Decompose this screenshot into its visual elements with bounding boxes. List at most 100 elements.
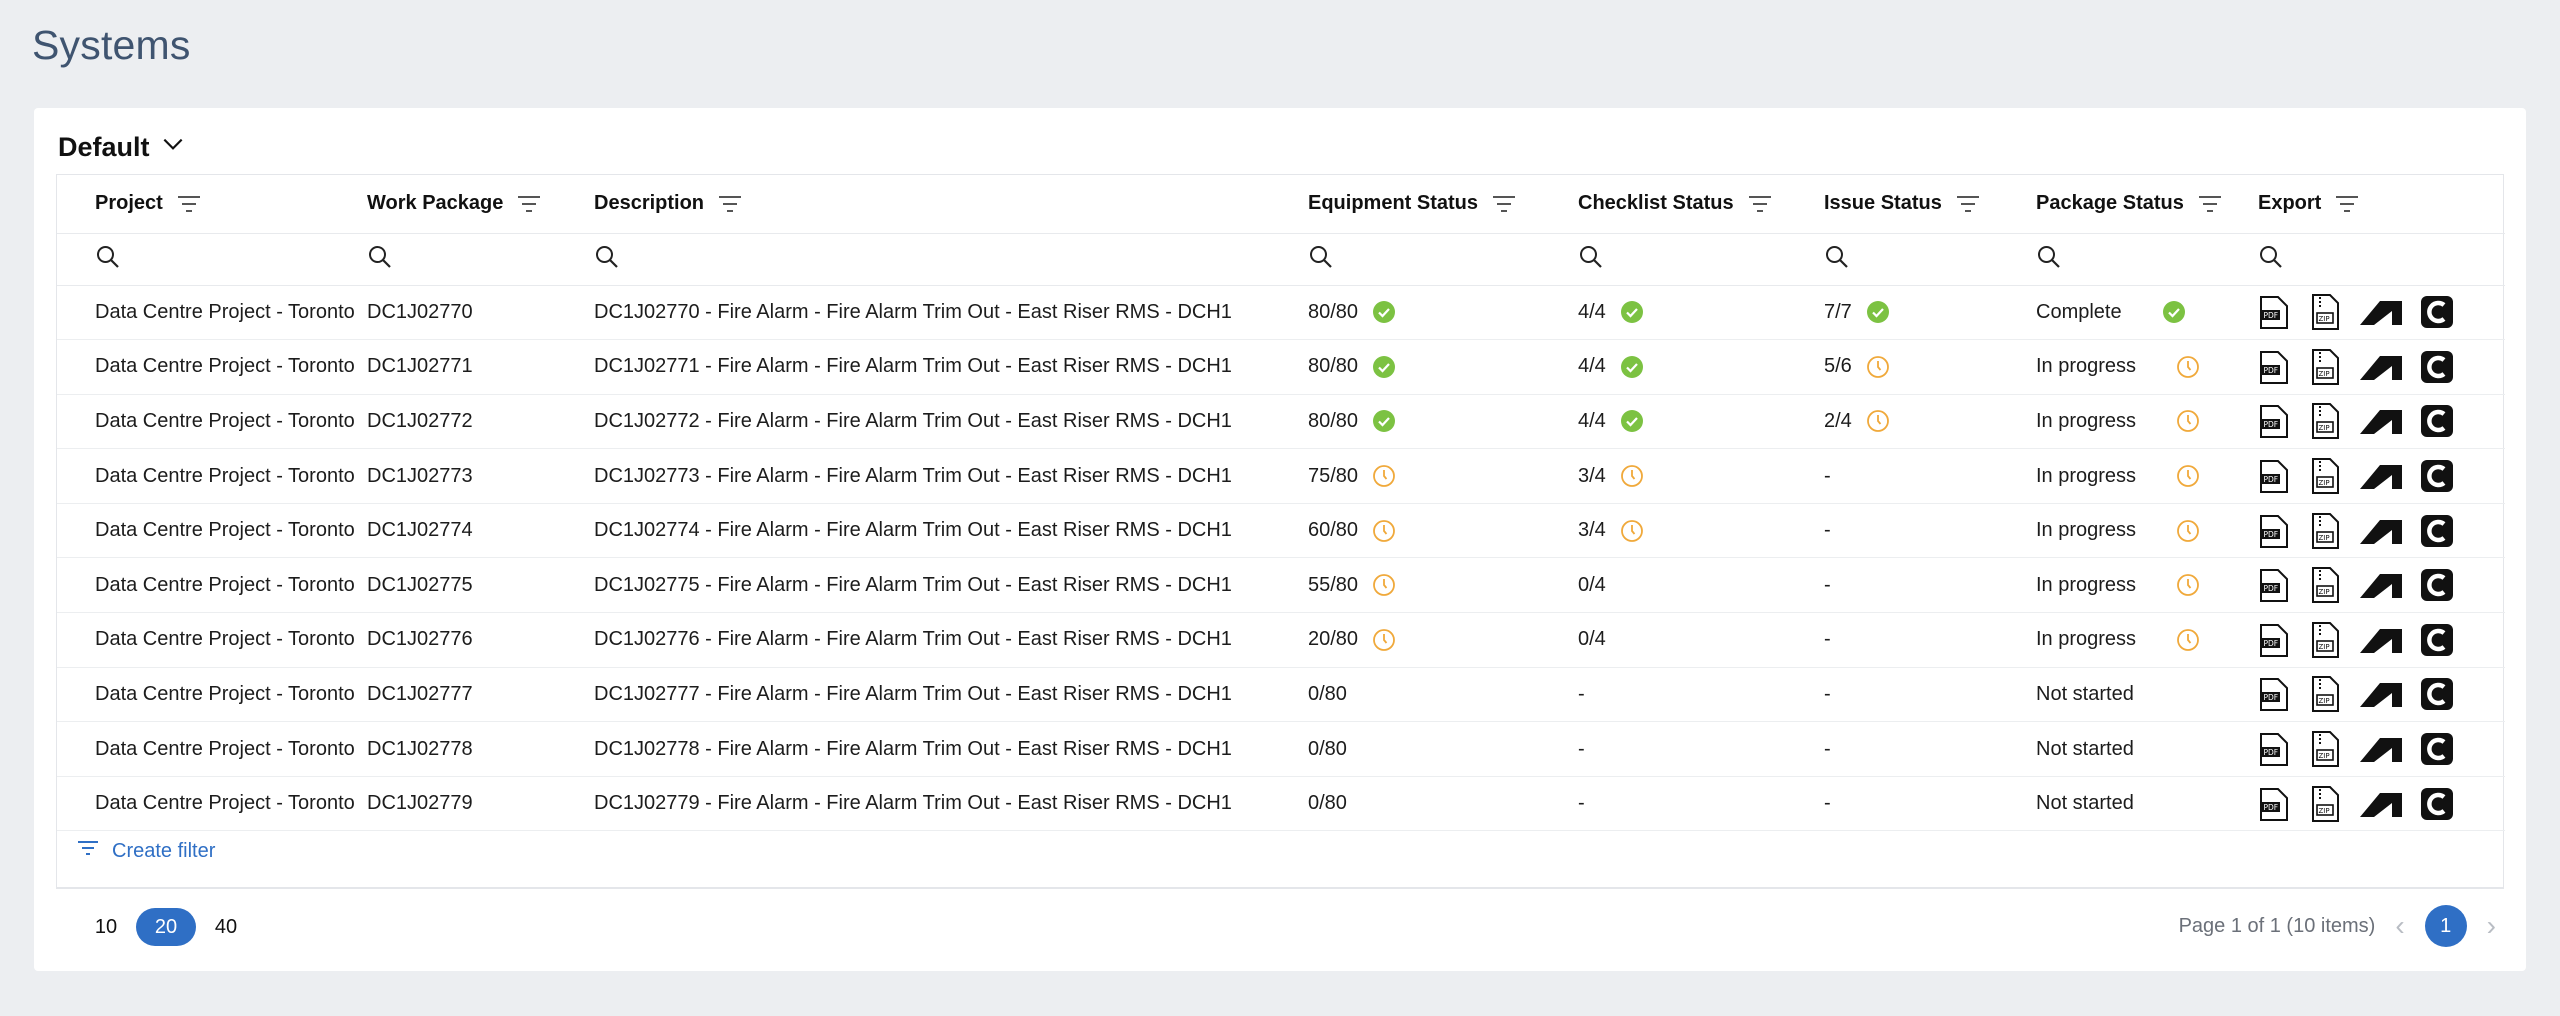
pdf-file-icon[interactable]: PDF — [2258, 293, 2292, 331]
filter-icon[interactable] — [2333, 193, 2361, 215]
filter-icon[interactable] — [716, 193, 744, 215]
page-size-option[interactable]: 10 — [94, 915, 118, 938]
search-icon[interactable] — [2036, 244, 2062, 270]
autodesk-icon[interactable] — [2358, 570, 2404, 600]
package-status-cell: Not started — [2036, 776, 2258, 832]
table-row[interactable]: Data Centre Project - Toronto DC1J02771 DC… — [57, 339, 2505, 395]
autodesk-icon[interactable] — [2358, 297, 2404, 327]
pdf-file-icon[interactable]: PDF — [2258, 621, 2292, 659]
autodesk-icon[interactable] — [2358, 789, 2404, 819]
filter-icon[interactable] — [1746, 193, 1774, 215]
filter-icon[interactable] — [1954, 193, 1982, 215]
c-logo-icon[interactable] — [2420, 350, 2454, 384]
search-icon[interactable] — [367, 244, 393, 270]
autodesk-icon[interactable] — [2358, 406, 2404, 436]
work-package-cell: DC1J02777 — [367, 667, 594, 723]
project-cell: Data Centre Project - Toronto — [57, 667, 367, 723]
clock-icon — [2176, 628, 2200, 652]
view-selector[interactable]: Default — [58, 122, 186, 172]
autodesk-icon[interactable] — [2358, 679, 2404, 709]
c-logo-icon[interactable] — [2420, 623, 2454, 657]
table-row[interactable]: Data Centre Project - Toronto DC1J02778 DC… — [57, 721, 2505, 777]
issue-status-value: - — [1824, 737, 1831, 760]
pdf-file-icon[interactable]: PDF — [2258, 675, 2292, 713]
c-logo-icon[interactable] — [2420, 677, 2454, 711]
zip-file-icon[interactable]: ZIP — [2308, 566, 2342, 604]
table-row[interactable]: Data Centre Project - Toronto DC1J02772 DC… — [57, 394, 2505, 450]
page-size-selector: 10 20 40 — [94, 908, 238, 946]
c-logo-icon[interactable] — [2420, 404, 2454, 438]
search-icon[interactable] — [1578, 244, 1604, 270]
pdf-file-icon[interactable]: PDF — [2258, 512, 2292, 550]
checklist-status-cell: 0/4 — [1578, 557, 1824, 614]
zip-file-icon[interactable]: ZIP — [2308, 621, 2342, 659]
clock-icon — [1620, 519, 1644, 543]
filter-icon[interactable] — [175, 193, 203, 215]
page-size-option[interactable]: 20 — [136, 908, 196, 946]
c-logo-icon[interactable] — [2420, 732, 2454, 766]
checklist-status-value: 4/4 — [1578, 355, 1606, 378]
table-row[interactable]: Data Centre Project - Toronto DC1J02773 DC… — [57, 448, 2505, 504]
c-logo-icon[interactable] — [2420, 514, 2454, 548]
equipment-status-value: 55/80 — [1308, 573, 1359, 596]
zip-file-icon[interactable]: ZIP — [2308, 730, 2342, 768]
search-icon[interactable] — [1308, 244, 1334, 270]
issue-status-cell: 2/4 — [1824, 394, 2036, 450]
equipment-status-cell: 80/80 — [1308, 285, 1578, 341]
footer-divider — [56, 888, 2504, 889]
autodesk-icon[interactable] — [2358, 352, 2404, 382]
c-logo-icon[interactable] — [2420, 568, 2454, 602]
description-cell: DC1J02770 - Fire Alarm - Fire Alarm Trim… — [594, 285, 1308, 341]
zip-file-icon[interactable]: ZIP — [2308, 457, 2342, 495]
table-row[interactable]: Data Centre Project - Toronto DC1J02777 DC… — [57, 667, 2505, 723]
autodesk-icon[interactable] — [2358, 516, 2404, 546]
table-row[interactable]: Data Centre Project - Toronto DC1J02779 DC… — [57, 776, 2505, 832]
c-logo-icon[interactable] — [2420, 787, 2454, 821]
table-row[interactable]: Data Centre Project - Toronto DC1J02770 DC… — [57, 285, 2505, 341]
search-icon[interactable] — [95, 244, 121, 270]
zip-file-icon[interactable]: ZIP — [2308, 675, 2342, 713]
package-status-cell: Not started — [2036, 721, 2258, 777]
zip-file-icon[interactable]: ZIP — [2308, 512, 2342, 550]
autodesk-icon[interactable] — [2358, 461, 2404, 491]
autodesk-icon[interactable] — [2358, 734, 2404, 764]
pdf-file-icon[interactable]: PDF — [2258, 730, 2292, 768]
pdf-file-icon[interactable]: PDF — [2258, 348, 2292, 386]
zip-file-icon[interactable]: ZIP — [2308, 293, 2342, 331]
chevron-right-icon[interactable]: › — [2486, 910, 2496, 941]
page-number-button[interactable]: 1 — [2424, 905, 2467, 947]
table-row[interactable]: Data Centre Project - Toronto DC1J02776 DC… — [57, 612, 2505, 668]
zip-file-icon[interactable]: ZIP — [2308, 785, 2342, 823]
column-header: Package Status — [2036, 175, 2258, 234]
table-row[interactable]: Data Centre Project - Toronto DC1J02775 DC… — [57, 557, 2505, 614]
work-package-cell: DC1J02770 — [367, 285, 594, 341]
zip-file-icon[interactable]: ZIP — [2308, 402, 2342, 440]
autodesk-icon[interactable] — [2358, 625, 2404, 655]
chevron-left-icon[interactable]: ‹ — [2395, 910, 2405, 941]
search-icon[interactable] — [594, 244, 620, 270]
c-logo-icon[interactable] — [2420, 459, 2454, 493]
issue-status-cell: - — [1824, 667, 2036, 723]
create-filter-button[interactable]: Create filter — [76, 838, 215, 864]
pdf-file-icon[interactable]: PDF — [2258, 402, 2292, 440]
table-row[interactable]: Data Centre Project - Toronto DC1J02774 DC… — [57, 503, 2505, 559]
pdf-file-icon[interactable]: PDF — [2258, 457, 2292, 495]
search-icon[interactable] — [2258, 244, 2284, 270]
issue-status-value: - — [1824, 628, 1831, 651]
checklist-status-value: 4/4 — [1578, 300, 1606, 323]
c-logo-icon[interactable] — [2420, 295, 2454, 329]
search-icon[interactable] — [1824, 244, 1850, 270]
filter-icon[interactable] — [1490, 193, 1518, 215]
search-row — [57, 233, 2505, 286]
project-cell: Data Centre Project - Toronto — [57, 339, 367, 395]
filter-icon[interactable] — [515, 193, 543, 215]
export-cell: PDF ZIP — [2258, 339, 2505, 395]
column-header: Export — [2258, 175, 2505, 234]
page-size-option[interactable]: 40 — [214, 915, 238, 938]
svg-text:ZIP: ZIP — [2319, 534, 2330, 542]
chevron-down-icon — [160, 131, 186, 164]
pdf-file-icon[interactable]: PDF — [2258, 566, 2292, 604]
filter-icon[interactable] — [2196, 193, 2224, 215]
zip-file-icon[interactable]: ZIP — [2308, 348, 2342, 386]
pdf-file-icon[interactable]: PDF — [2258, 785, 2292, 823]
